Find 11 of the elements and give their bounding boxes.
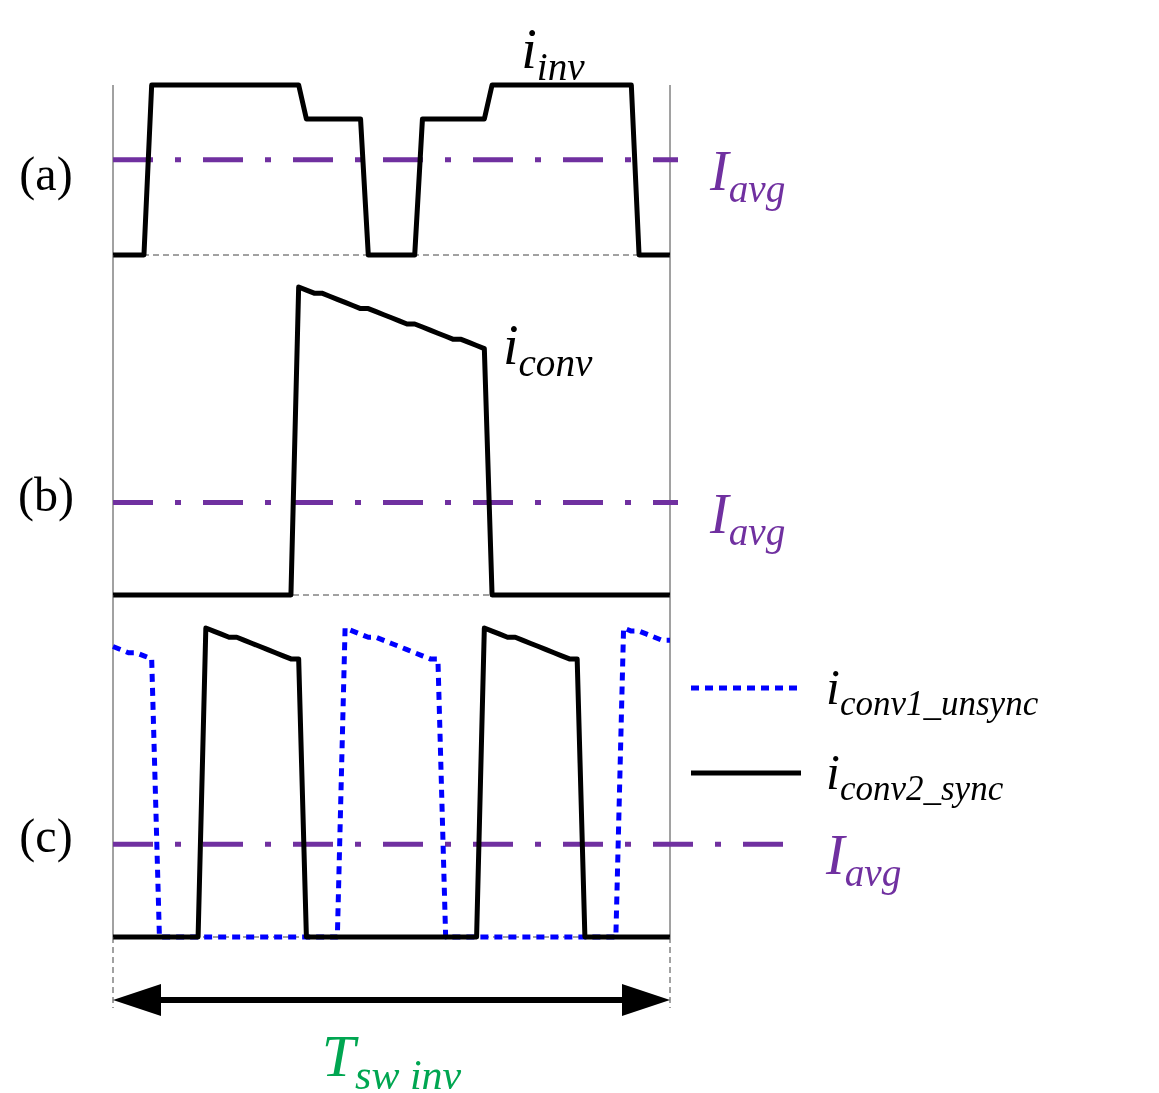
legend-label: i$_{conv2_sync}$: [826, 744, 1004, 808]
ref-line-label: I$_{avg}$: [709, 482, 786, 554]
ref-line-label: I$_{avg}$: [825, 824, 902, 895]
text: (b): [18, 467, 74, 522]
text: (a): [19, 146, 73, 201]
legend-label: i$_{conv1_unsync}$: [826, 659, 1039, 723]
text: (c): [19, 809, 73, 864]
ref-line-label: I$_{avg}$: [709, 139, 786, 211]
text: T$_{sw inv}$: [321, 1023, 462, 1093]
series-label: i$_{inv}$: [521, 18, 586, 88]
series-label: i$_{conv}$: [502, 314, 594, 384]
